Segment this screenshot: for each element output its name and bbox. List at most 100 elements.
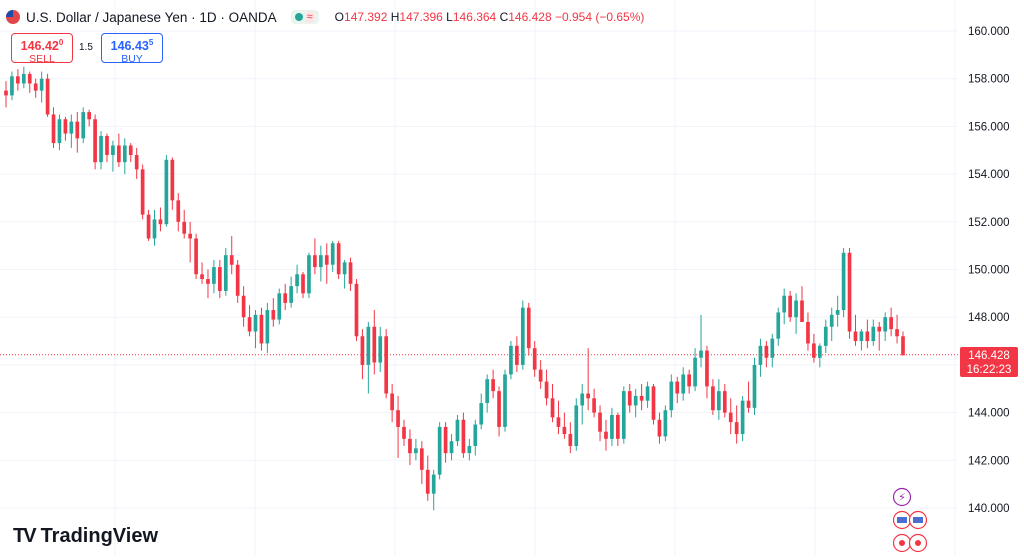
y-tick-label: 160.000 [968,26,1010,38]
candle-body [51,114,56,144]
event-markers[interactable]: ⚡ [890,487,930,555]
candle-body [194,238,198,275]
candle-body [669,381,674,411]
candle-body [764,345,769,358]
candle-body [550,398,555,418]
candle-body [425,469,430,494]
candle-body [146,214,151,239]
candle-body [336,243,341,275]
candle-body [431,474,436,494]
candle-body [651,386,656,420]
candle-body [532,348,537,370]
candle-body [800,300,804,322]
candle-body [782,295,787,313]
candle-body [301,274,305,294]
candle-body [717,391,721,411]
candle-body [746,400,751,408]
candle-body [835,310,840,315]
candle-body [330,243,335,265]
candle-body [693,357,697,387]
candle-body [170,159,175,201]
candle-body [794,300,798,318]
wave-icon: ≈ [304,11,315,23]
candle-body [140,169,145,215]
candle-body [610,414,614,439]
candle-body [324,255,329,265]
candle-body [212,267,216,284]
candle-body [877,326,882,332]
candle-body [81,112,86,139]
candle-body [182,221,187,234]
candle-body [538,369,543,382]
candle-body [33,83,38,91]
candle-body [847,252,852,332]
candle-body [544,381,549,399]
candle-body [99,135,103,163]
close-value: 146.428 [508,10,552,24]
y-tick-label: 154.000 [968,169,1010,181]
status-pill[interactable]: ≈ [290,10,319,24]
candle-body [313,255,317,268]
candle-body [770,338,775,358]
candle-body [259,314,264,344]
bar-countdown: 16:22:23 [967,364,1012,376]
candle-body [604,431,608,439]
candle-body [283,293,288,303]
candle-body [390,393,394,411]
candle-body [509,345,513,375]
candle-body [105,135,109,156]
candle-body [414,448,418,454]
candle-body [235,264,240,296]
candle-body [895,329,899,337]
candle-body [39,78,44,91]
candle-body [788,295,792,318]
high-value: 147.396 [399,10,443,24]
tradingview-logo-icon: TV [13,525,37,547]
price-axis[interactable]: 160.000 158.000 156.000 154.000 152.000 150.0… [968,26,1010,515]
candle-body [734,422,739,435]
candle-body [883,317,888,332]
candle-body [229,255,234,265]
buy-button[interactable]: 146.435 BUY [101,33,163,66]
green-dot-icon [294,13,303,21]
sell-button[interactable]: 146.420 SELL [11,33,73,65]
candle-body [117,145,121,163]
candle-body [491,379,495,392]
candle-body [27,73,32,84]
candle-body [295,274,299,287]
symbol-title[interactable]: U.S. Dollar / Japanese Yen · 1D · OANDA [26,9,277,25]
candle-body [354,283,359,337]
candle-body [10,76,14,96]
candle-body [627,391,632,406]
y-tick-label: 150.000 [968,265,1010,277]
y-tick-label: 140.000 [968,503,1010,515]
tradingview-logo[interactable]: TV TradingView [13,525,158,548]
logo-text: TradingView [40,525,159,547]
candle-body [621,391,626,439]
candle-body [806,321,810,344]
candle-body [639,395,644,401]
candle-body [503,374,507,427]
candle-body [586,393,591,399]
candle-body [823,326,828,346]
sell-price: 146.42 [20,39,59,54]
candle-body [4,90,8,96]
candle-body [841,252,846,311]
candle-body [419,448,424,470]
candle-body [223,255,228,291]
candle-body [526,307,531,349]
candle-body [473,424,478,446]
candle-body [829,314,834,327]
candle-body [318,255,323,268]
candle-body [681,374,686,394]
low-value: 146.364 [452,10,497,24]
svg-text:⚡: ⚡ [898,491,906,504]
symbol-header: U.S. Dollar / Japanese Yen · 1D · OANDA … [6,6,644,28]
candle-body [75,121,80,139]
candle-body [657,419,662,437]
usd-jpy-flag-icon [6,10,20,24]
candle-body [63,119,68,134]
candle-body [402,426,406,439]
buy-label: BUY [121,53,143,66]
